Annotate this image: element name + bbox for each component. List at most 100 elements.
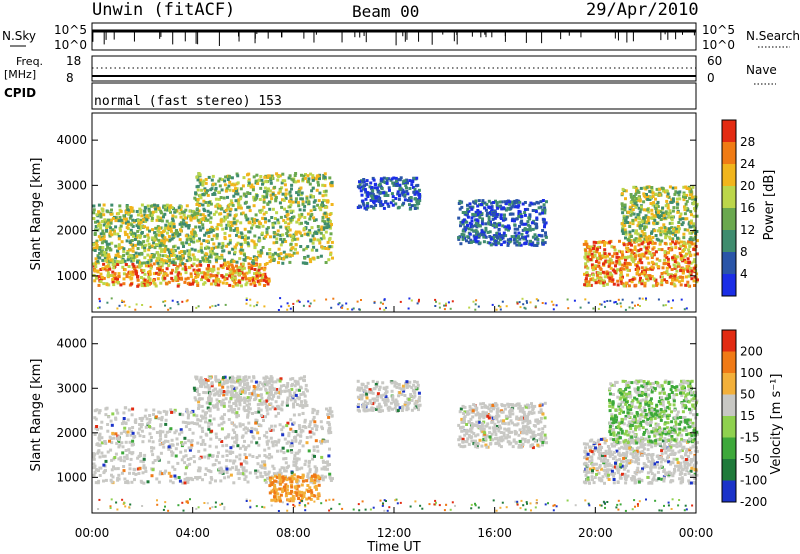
power-echo-cell [472,200,476,204]
power-noise-cell [249,298,252,301]
velocity-echo-cell [119,431,123,435]
power-noise-cell [341,304,344,307]
velocity-echo-cell [193,460,196,464]
power-echo-cell [94,220,97,224]
power-echo-cell [669,282,673,286]
power-echo-cell [207,255,211,259]
power-echo-cell [541,208,545,212]
power-echo-cell [194,275,198,279]
power-echo-cell [677,264,681,268]
power-echo-cell [625,266,629,270]
power-echo-cell [223,235,227,239]
power-echo-cell [184,268,188,271]
velocity-echo-cell [274,400,278,404]
velocity-echo-cell [217,423,221,427]
power-echo-cell [674,273,678,277]
velocity-echo-cell [122,459,126,463]
power-echo-cell [140,214,144,218]
velocity-echo-cell [92,473,96,477]
velocity-echo-cell [203,455,207,459]
velocity-echo-cell [238,375,242,379]
power-noise-cell [360,299,362,301]
power-echo-cell [200,278,203,282]
power-echo-cell [163,208,167,212]
power-echo-cell [150,213,154,217]
power-echo-cell [170,254,174,257]
power-ytick-label: 1000 [56,269,87,283]
power-echo-cell [636,269,640,273]
power-echo-cell [652,214,656,218]
power-ylabel: Slant Range [km] [29,158,44,271]
power-echo-cell [215,236,219,240]
power-noise-cell [447,301,450,304]
velocity-echo-cell [197,407,200,410]
power-echo-cell [282,238,286,241]
power-echo-cell [324,261,328,264]
power-echo-cell [144,282,148,286]
velocity-echo-cell [220,415,224,419]
velocity-echo-cell [92,462,96,466]
power-echo-cell [646,208,650,212]
nsearch-label: N.Search [746,29,800,43]
power-noise-cell [399,300,402,303]
power-noise-cell [523,306,526,309]
power-echo-cell [468,205,472,209]
power-echo-cell [118,215,122,219]
power-echo-cell [299,214,303,218]
power-echo-cell [306,221,310,225]
power-noise-cell [603,300,606,303]
power-echo-cell [628,232,632,236]
power-noise-cell [256,301,259,304]
velocity-echo-cell [200,426,204,430]
power-echo-cell [643,269,647,273]
power-echo-cell [297,204,301,208]
power-noise-cell [345,302,348,305]
power-echo-cell [690,269,694,273]
velocity-echo-cell [256,385,259,389]
power-echo-cell [156,251,160,255]
velocity-echo-cell [266,412,270,416]
power-echo-cell [588,274,591,277]
velocity-echo-cell [263,478,267,482]
velocity-echo-cell [326,463,330,467]
velocity-echo-cell [183,461,187,465]
power-noise-cell [352,307,355,310]
velocity-echo-cell [198,424,202,428]
power-echo-cell [637,254,641,258]
power-echo-cell [139,242,143,246]
velocity-echo-cell [265,408,269,412]
velocity-echo-cell [192,422,196,425]
power-echo-cell [204,246,207,250]
power-echo-cell [170,206,174,209]
power-echo-cell [642,216,646,220]
power-echo-cell [294,197,298,201]
velocity-echo-cell [255,441,259,445]
power-echo-cell [221,266,225,270]
power-echo-cell [646,278,650,282]
power-echo-cell [308,257,312,261]
power-echo-cell [284,188,288,192]
power-noise-cell [550,300,553,303]
velocity-echo-cell [257,454,261,458]
velocity-echo-cell [327,454,331,458]
power-echo-cell [507,228,510,232]
power-echo-cell [110,203,114,207]
power-echo-cell [285,227,289,231]
power-echo-cell [319,227,323,231]
power-echo-cell [154,234,158,238]
power-echo-cell [150,217,154,220]
power-echo-cell [233,276,237,280]
power-echo-cell [146,214,150,217]
power-echo-cell [668,237,672,241]
power-noise-cell [255,304,258,307]
power-echo-cell [536,238,540,241]
power-echo-cell [206,209,210,213]
velocity-echo-cell [187,478,191,482]
power-echo-cell [676,210,680,214]
power-echo-cell [311,195,315,199]
power-echo-cell [676,227,680,231]
power-echo-cell [249,185,253,189]
power-echo-cell [148,255,152,259]
power-echo-cell [174,277,178,281]
velocity-echo-cell [273,407,277,411]
